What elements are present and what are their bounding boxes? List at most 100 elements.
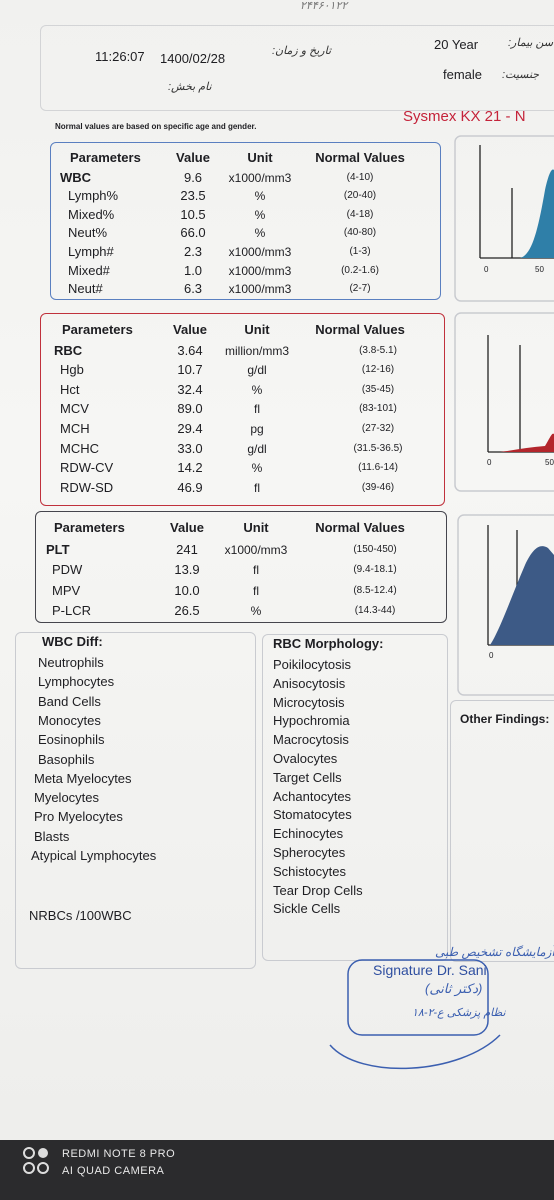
value: 13.9 [174,562,200,577]
histogram-label: 0 [484,265,489,274]
other-findings: Other Findings: [460,712,550,726]
unit: % [251,382,263,397]
unit: fl [254,480,260,495]
parameter: Lymph% [68,188,119,204]
normal-range: (35-45) [361,383,395,395]
rbc-curve [500,433,554,452]
value: 3.64 [177,342,203,358]
value: 2.3 [183,244,203,259]
value: 32.4 [177,381,203,397]
column-header: Normal Values [315,322,405,337]
normal-range: (9.4-18.1) [353,564,397,575]
plt-histogram-box [457,514,554,696]
parameter: Neut% [68,225,108,241]
normal-range: (8.5-12.4) [353,584,397,596]
normal-range: (4-10) [346,171,374,183]
unit: pg [250,422,264,436]
wbc-diff-item: Blasts [34,828,70,844]
rbc-morphology-item: Sickle Cells [273,901,341,917]
rbc-morphology-item: Macrocytosis [273,732,349,748]
normal-range: (4-18) [346,208,374,220]
wbc-diff-title: WBC Diff: [42,634,103,649]
parameter: Hct [60,381,80,397]
normal-range: (12-16) [361,364,395,376]
normal-range: (40-80) [343,227,377,239]
column-header: Value [176,150,210,165]
unit: x1000/mm3 [228,263,292,278]
normal-range: (20-40) [343,190,377,202]
unit: fl [254,402,260,417]
value: 9.6 [183,169,203,185]
camera-watermark: AI QUAD CAMERA [62,1165,165,1177]
parameter: Neut# [68,281,103,297]
column-header: Parameters [70,150,141,165]
value: 241 [176,541,198,557]
wbc-box [50,142,441,300]
wbc-diff-item: Monocytes [38,712,101,728]
rbc-histogram-box [454,312,554,492]
histogram-label: 50 [535,265,544,274]
age-label: سن بیمار: [508,37,554,49]
unit: fl [253,563,259,577]
rbc-morphology-item: Schistocytes [273,863,346,879]
unit: % [250,604,262,618]
sex: female [443,67,483,82]
normal-range: (39-46) [361,481,395,493]
normal-range: (14.3-44) [354,605,396,616]
parameter: MPV [52,582,81,598]
wbc-diff-item: Eosinophils [38,732,105,748]
column-header: Unit [243,520,269,535]
plt-box [35,511,447,623]
normal-range: (27-32) [361,423,395,434]
rbc-morphology-item: Anisocytosis [273,675,346,691]
background-fabric [0,1140,554,1200]
column-header: Unit [244,322,270,337]
value: 10.7 [177,362,203,378]
histogram-label: 0 [489,651,494,660]
stamp-signature: Signature Dr. Sani [373,962,487,978]
normal-range: (2-7) [349,283,371,295]
value: 14.2 [177,460,203,476]
value: 23.5 [180,188,206,204]
wbc-curve [520,169,554,258]
rbc-morphology-item: Tear Drop Cells [273,882,363,898]
wbc-diff-item: Basophils [38,751,95,767]
value: 29.4 [177,421,203,436]
rbc-morphology-box [262,634,448,961]
date: 1400/02/28 [160,51,226,66]
unit: % [254,207,266,222]
rbc-morphology-item: Achantocytes [273,788,352,804]
wbc-diff-item: Lymphocytes [38,674,115,690]
column-header: Parameters [62,322,133,337]
ward-label: نام بخش: [168,81,212,93]
normal-range: (150-450) [353,543,397,555]
rbc-morphology-item: Target Cells [273,769,342,785]
plt-curve [490,546,554,645]
camera-watermark: REDMI NOTE 8 PRO [62,1148,176,1160]
stamp-license: نظام پزشکی ع-۲-۱۸ [412,1007,506,1019]
wbc-diff-item: Atypical Lymphocytes [31,848,157,863]
rbc-morphology-item: Ovalocytes [273,751,338,766]
value: 46.9 [177,479,203,495]
parameter: Lymph# [68,244,114,259]
parameter: Mixed% [68,206,115,222]
top-strip: ۲۴۴۶۰۱۲۲ [300,0,348,12]
parameter: RBC [54,342,83,358]
value: 1.0 [183,262,203,278]
parameter: MCV [60,401,89,417]
rbc-morphology-item: Hypochromia [273,713,350,729]
unit: % [254,189,266,204]
parameter: RDW-CV [60,460,114,476]
histogram-label: 50 [545,458,554,467]
unit: x1000/mm3 [224,542,288,557]
unit: x1000/mm3 [228,170,292,185]
time: 11:26:07 [95,49,145,64]
column-header: Normal Values [315,520,405,535]
parameter: PDW [52,562,83,577]
column-header: Value [170,520,204,535]
date-label: تاریخ و زمان: [272,45,332,57]
parameter: PLT [46,541,70,557]
other-findings-box [450,700,554,962]
header-box [40,25,554,111]
